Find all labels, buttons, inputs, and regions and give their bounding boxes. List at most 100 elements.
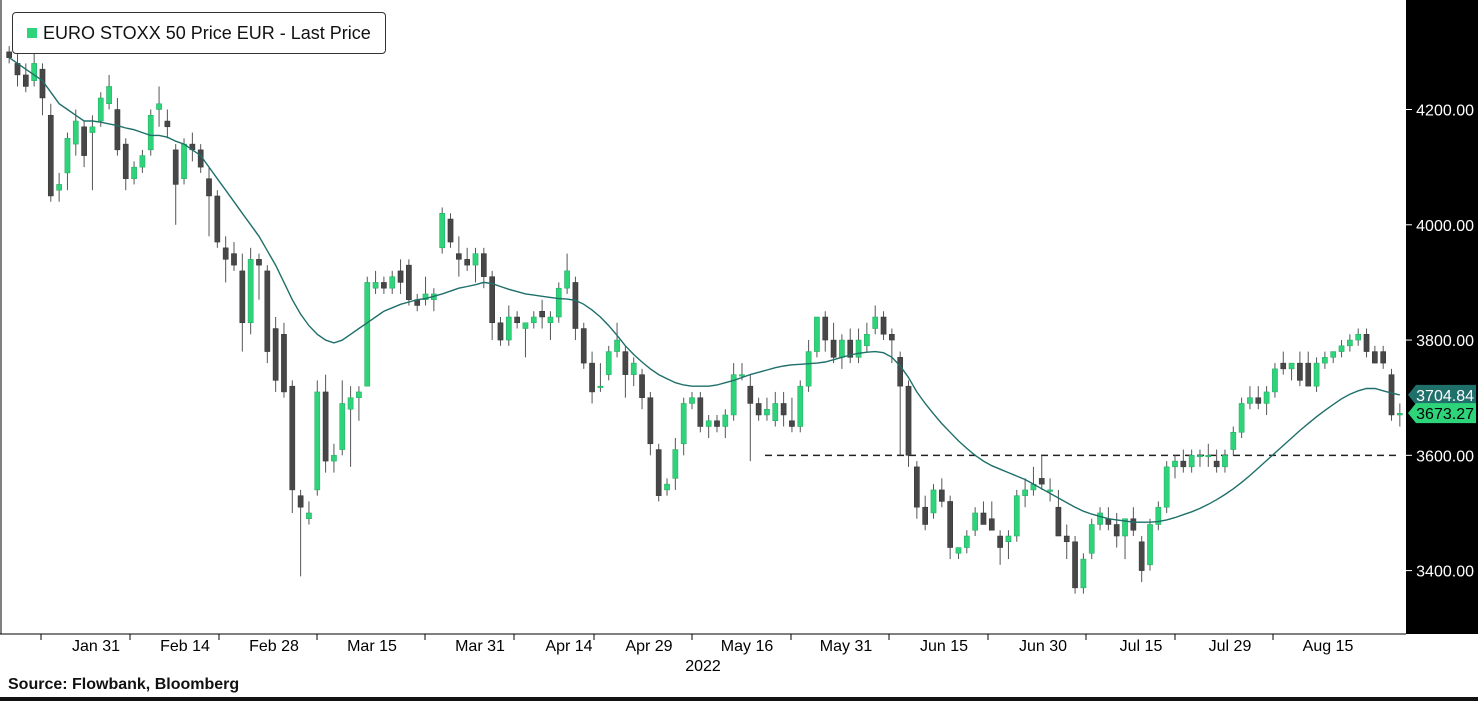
candle-body [1205, 455, 1212, 458]
candle [356, 386, 362, 421]
candle-body [664, 483, 670, 491]
candle-body [505, 316, 512, 341]
candle-body [1113, 524, 1120, 537]
candle [156, 86, 162, 127]
candle-body [214, 195, 221, 243]
candle-body [522, 322, 529, 329]
candle [214, 190, 221, 248]
candle-body [1038, 478, 1045, 485]
candle-body [231, 253, 237, 266]
candle [539, 299, 545, 329]
price-badge: 3704.84 [1408, 384, 1476, 405]
candle-body [1122, 518, 1128, 537]
candle [64, 132, 71, 191]
candle [705, 414, 712, 439]
x-tick-label: Apr 29 [625, 638, 672, 655]
candle [714, 414, 720, 433]
candle [547, 311, 554, 341]
candle [1322, 351, 1328, 369]
candle-body [272, 328, 279, 381]
candle [897, 351, 904, 456]
candle [1297, 351, 1303, 387]
candle [297, 489, 304, 577]
candle [514, 311, 520, 329]
candle-body [364, 282, 371, 387]
candle [963, 530, 970, 554]
candle [697, 391, 704, 433]
x-tick-label: Mar 15 [347, 638, 397, 655]
candle [239, 253, 246, 352]
candle-body [1130, 518, 1137, 531]
candle [189, 132, 196, 162]
candle [689, 391, 695, 410]
candle-body [397, 270, 404, 283]
y-axis-background [1406, 0, 1478, 634]
candle-body [789, 420, 795, 427]
candle-body [822, 316, 829, 341]
candle [614, 322, 620, 358]
candle [839, 334, 845, 369]
candle-body [697, 397, 704, 427]
candle [222, 236, 229, 283]
candle [431, 288, 437, 312]
candle [980, 501, 987, 525]
x-tick-label: May 31 [820, 638, 873, 655]
candle-body [963, 535, 970, 548]
candle-body [1147, 524, 1153, 566]
candle-body [705, 420, 712, 427]
candle-body [1013, 495, 1020, 537]
candle [164, 109, 171, 139]
candle-body [22, 74, 29, 87]
candle [56, 172, 62, 202]
candle [988, 501, 995, 531]
candle-body [347, 397, 354, 410]
candle-body [539, 310, 545, 318]
candle [972, 507, 978, 537]
candle [339, 380, 346, 456]
candle-body [947, 501, 953, 548]
candle [1213, 449, 1220, 473]
candle-body [1372, 351, 1378, 364]
candle [1030, 466, 1037, 496]
candle [505, 305, 512, 346]
candle-body [639, 374, 645, 398]
candle-body [480, 253, 487, 277]
candle [1222, 449, 1228, 473]
candle-body [772, 403, 779, 421]
price-badge: 3673.27 [1408, 403, 1476, 424]
candle [1280, 351, 1287, 375]
candle [489, 270, 495, 341]
candle-body [381, 282, 387, 289]
candle [472, 247, 479, 283]
x-tick-label: Aug 15 [1303, 638, 1354, 655]
candle-body [714, 420, 720, 427]
candle [372, 270, 379, 294]
candle-body [222, 247, 229, 260]
candle [780, 391, 787, 427]
x-tick-label: Jun 15 [920, 638, 968, 655]
candle [347, 386, 354, 467]
candle [947, 495, 953, 560]
candle-body [1347, 339, 1353, 347]
candle [1355, 328, 1362, 346]
candle [6, 46, 12, 64]
x-tick-label: Mar 31 [455, 638, 505, 655]
candle [1063, 524, 1070, 560]
y-tick-label: 3400.00 [1416, 564, 1474, 581]
candle [872, 305, 879, 335]
candle-body [980, 512, 987, 525]
price-badge-shape [1408, 384, 1476, 405]
candle [797, 380, 804, 433]
candle-body [930, 489, 937, 514]
price-badge-shape [1408, 403, 1476, 424]
candle [1263, 386, 1270, 415]
x-axis-ticks: Jan 31 Feb 14 Feb 28 Mar 15 Mar 31 Apr 14 Apr … [40, 634, 1354, 675]
legend-label: EURO STOXX 50 Price EUR - Last Price [43, 22, 371, 43]
candle [89, 115, 96, 191]
candle-body [847, 339, 854, 358]
candle-body [747, 385, 754, 404]
x-tick-label: May 16 [721, 638, 774, 655]
price-badge-label: 3673.27 [1416, 406, 1474, 423]
candle [1155, 501, 1162, 531]
